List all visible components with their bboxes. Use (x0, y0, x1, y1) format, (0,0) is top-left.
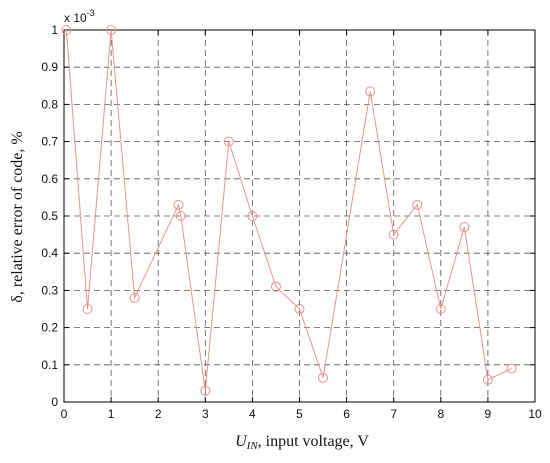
x-axis-title: UIN, input voltage, V (235, 433, 369, 452)
grid (64, 30, 535, 402)
y-tick-label: 0 (51, 395, 58, 409)
data-point (482, 374, 493, 385)
y-tick-label: 0.8 (41, 97, 58, 111)
data-point (318, 372, 329, 383)
x-tick-label: 3 (202, 407, 209, 421)
ticks (63, 29, 536, 403)
x-tick-label: 0 (61, 407, 68, 421)
data-point (247, 211, 258, 221)
y-tick-label: 0.1 (41, 358, 58, 372)
x-tick-label: 7 (390, 407, 397, 421)
data-markers (61, 25, 517, 396)
x-tick-label: 1 (108, 407, 115, 421)
data-point (61, 25, 72, 35)
x-tick-label: 8 (437, 407, 444, 421)
x-tick-label: 5 (296, 407, 303, 421)
y-axis-multiplier: x 10-3 (64, 8, 95, 25)
y-tick-label: 0.7 (41, 135, 58, 149)
x-tick-label: 6 (343, 407, 350, 421)
series-line (65, 29, 512, 391)
y-tick-label: 0.6 (41, 172, 58, 186)
data-point (506, 363, 517, 374)
y-tick-label: 0.4 (41, 246, 58, 260)
data-point (270, 281, 281, 292)
data-point (388, 229, 399, 240)
data-point (106, 25, 117, 35)
y-tick-labels: 0 0.1 0.2 0.3 0.4 0.5 0.6 0.7 0.8 0.9 1 (41, 23, 58, 409)
y-tick-label: 0.9 (41, 60, 58, 74)
data-point (459, 222, 470, 233)
data-point (223, 136, 234, 147)
data-point (365, 86, 376, 97)
data-point (129, 292, 140, 303)
data-point (435, 304, 446, 314)
x-tick-label: 4 (249, 407, 256, 421)
x-tick-labels: 0 1 2 3 4 5 6 7 8 9 10 (61, 407, 542, 421)
x-tick-label: 9 (485, 407, 492, 421)
data-point (200, 385, 211, 396)
y-tick-label: 1 (51, 23, 58, 37)
y-tick-label: 0.5 (41, 209, 58, 223)
y-tick-label: 0.2 (41, 321, 58, 335)
data-point (173, 199, 184, 210)
data-point (82, 304, 93, 314)
x-tick-label: 2 (155, 407, 162, 421)
data-point (175, 211, 186, 221)
data-point (294, 304, 305, 314)
x-tick-label: 10 (528, 407, 542, 421)
data-point (412, 199, 423, 210)
y-axis-title: δ, relative error of code, % (9, 131, 26, 302)
y-tick-label: 0.3 (41, 283, 58, 297)
